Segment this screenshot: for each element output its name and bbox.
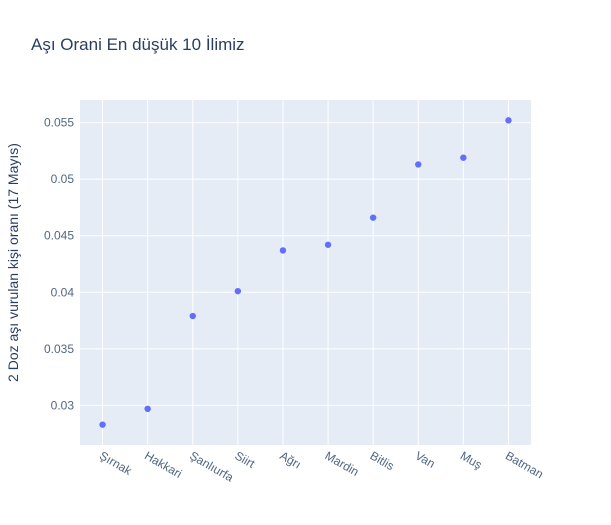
data-point[interactable]: [505, 117, 512, 124]
y-tick-label: 0.055: [44, 116, 74, 130]
x-tick-label: Bitlis: [368, 448, 397, 473]
data-point[interactable]: [99, 421, 106, 428]
x-tick-label: Ağrı: [277, 448, 303, 471]
y-tick-label: 0.045: [44, 229, 74, 243]
y-tick-labels: 0.03 0.035 0.04 0.045 0.05 0.055: [44, 116, 74, 413]
data-point[interactable]: [279, 247, 287, 254]
chart-title: Aşı Orani En düşük 10 İlimiz: [31, 35, 245, 54]
y-tick-label: 0.05: [51, 172, 75, 186]
x-tick-label: Siirt: [232, 448, 257, 471]
x-tick-label: Mardin: [323, 448, 362, 478]
x-tick-label: Şanlıurfa: [187, 448, 236, 484]
data-point[interactable]: [369, 214, 377, 221]
x-tick-label: Batman: [503, 448, 546, 481]
x-tick-label: Şırnak: [97, 448, 135, 478]
y-gridlines: [80, 122, 531, 406]
y-axis-title: 2 Doz aşı vurulan kişi oranı (17 Mayıs): [5, 143, 21, 382]
x-tick-label: Van: [413, 448, 438, 470]
data-point[interactable]: [144, 405, 151, 413]
plot-area: [80, 100, 531, 445]
data-point[interactable]: [460, 154, 467, 161]
y-tick-label: 0.035: [44, 342, 74, 356]
data-point[interactable]: [234, 287, 242, 295]
x-tick-label: Muş: [458, 448, 485, 471]
data-point[interactable]: [324, 241, 332, 248]
data-point[interactable]: [189, 312, 196, 320]
data-points: [99, 117, 512, 428]
y-tick-label: 0.03: [51, 398, 75, 412]
y-tick-label: 0.04: [51, 285, 75, 299]
data-point[interactable]: [415, 161, 422, 168]
x-tick-label: Hakkari: [142, 448, 184, 480]
